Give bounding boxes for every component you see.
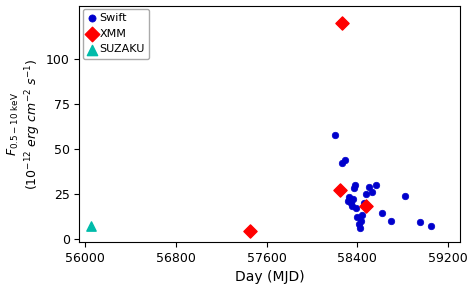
XMM — [338, 21, 346, 26]
X-axis label: Day (MJD): Day (MJD) — [235, 271, 304, 284]
XMM — [363, 204, 370, 209]
Swift — [348, 204, 356, 209]
Swift — [349, 197, 356, 202]
Swift — [346, 195, 353, 200]
Swift — [351, 182, 359, 187]
Swift — [358, 213, 366, 218]
XMM — [337, 188, 344, 193]
Swift — [356, 226, 364, 230]
Swift — [360, 200, 368, 205]
Legend: Swift, XMM, SUZAKU: Swift, XMM, SUZAKU — [83, 9, 149, 59]
Swift — [368, 190, 376, 194]
Swift — [372, 182, 379, 187]
Swift — [338, 161, 346, 166]
Swift — [354, 215, 361, 220]
Swift — [416, 220, 424, 225]
SUZAKU — [87, 224, 94, 228]
Y-axis label: $F_{0.5-10\ \mathrm{keV}}$
$(10^{-12}\ erg\ cm^{-2}\ s^{-1})$: $F_{0.5-10\ \mathrm{keV}}$ $(10^{-12}\ e… — [6, 58, 43, 190]
Swift — [355, 222, 362, 226]
Swift — [363, 191, 370, 196]
Swift — [401, 193, 409, 198]
Swift — [428, 224, 435, 228]
Swift — [353, 206, 360, 211]
Swift — [357, 218, 365, 223]
Swift — [331, 132, 338, 137]
Swift — [379, 211, 386, 216]
Swift — [347, 200, 355, 205]
Swift — [341, 157, 349, 162]
Swift — [345, 199, 352, 203]
Swift — [350, 186, 358, 191]
Swift — [388, 218, 395, 223]
Swift — [365, 184, 373, 189]
XMM — [246, 229, 254, 234]
